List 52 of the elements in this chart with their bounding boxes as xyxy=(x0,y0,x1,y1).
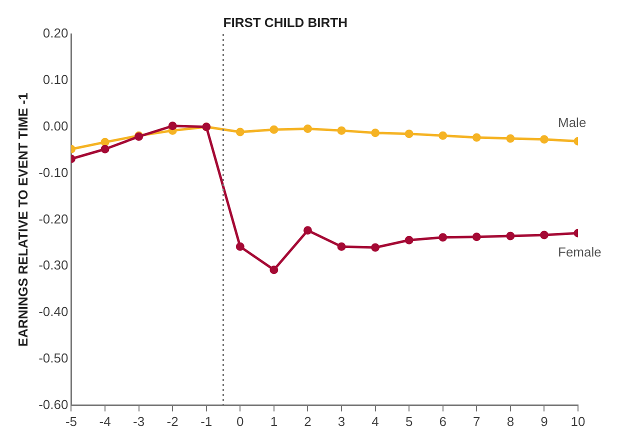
y-tick-label: -0.60 xyxy=(38,396,68,412)
x-tick-label: -5 xyxy=(65,414,78,429)
point xyxy=(236,128,244,136)
y-tick-label: -0.40 xyxy=(38,304,68,320)
y-tick-label: 0.10 xyxy=(42,72,68,88)
series-label: Female xyxy=(558,244,602,260)
y-tick-label: -0.10 xyxy=(38,164,68,180)
x-tick-label: 9 xyxy=(540,414,548,429)
point xyxy=(404,236,414,244)
point xyxy=(337,242,346,251)
series-label: Male xyxy=(558,114,586,130)
x-tick-label: -4 xyxy=(99,414,111,429)
ref-line-label: FIRST CHILD BIRTH xyxy=(223,15,348,30)
x-tick-label: 8 xyxy=(506,414,514,429)
x-tick-label: 2 xyxy=(304,414,312,429)
point xyxy=(540,230,548,240)
x-tick-label: 5 xyxy=(405,414,413,429)
x-tick-label: 4 xyxy=(372,414,379,429)
y-tick-label: -0.30 xyxy=(38,258,68,273)
point xyxy=(303,124,312,133)
point xyxy=(337,126,346,135)
point xyxy=(168,122,177,130)
y-tick-label: 0.20 xyxy=(42,26,68,41)
point xyxy=(506,232,515,240)
x-tick-label: 7 xyxy=(473,414,480,429)
point xyxy=(472,232,481,242)
y-tick-label: 0.00 xyxy=(42,118,68,134)
point xyxy=(270,125,278,134)
point xyxy=(540,135,548,144)
point xyxy=(270,266,278,274)
x-tick-label: 10 xyxy=(570,414,586,429)
x-tick-label: 6 xyxy=(439,414,446,429)
x-tick-label: -2 xyxy=(166,414,178,429)
x-tick-label: 3 xyxy=(338,414,346,429)
point xyxy=(100,138,110,146)
x-tick-label: 1 xyxy=(270,414,278,429)
point xyxy=(236,242,244,251)
x-tick-label: 0 xyxy=(236,414,244,429)
point xyxy=(438,233,448,242)
point xyxy=(438,131,448,140)
point xyxy=(472,133,481,142)
point xyxy=(303,226,312,235)
y-tick-label: -0.20 xyxy=(38,211,68,226)
point xyxy=(371,128,380,138)
point xyxy=(100,144,110,154)
point xyxy=(404,130,414,138)
x-tick-label: -3 xyxy=(133,414,145,429)
x-tick-label: -1 xyxy=(200,414,212,429)
y-tick-label: -0.50 xyxy=(38,350,68,366)
point xyxy=(506,134,515,143)
point xyxy=(371,243,380,252)
y-axis-title: EARNINGS RELATIVE TO EVENT TIME -1 xyxy=(15,92,30,347)
